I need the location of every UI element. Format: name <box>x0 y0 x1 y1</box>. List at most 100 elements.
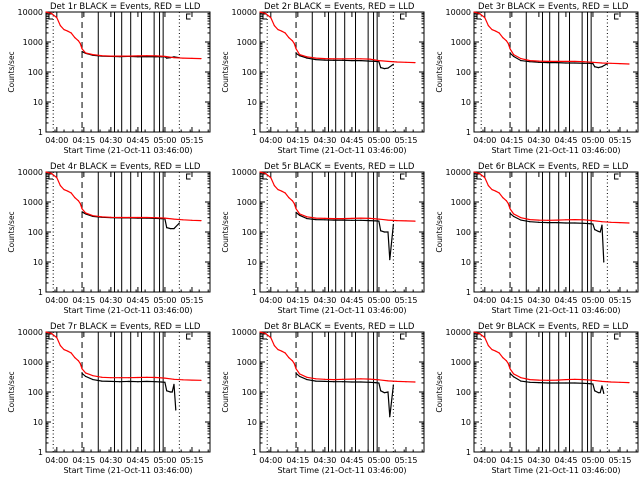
lld-data-point <box>85 212 87 214</box>
y-tick-label: 1000 <box>23 358 43 367</box>
lld-data-point <box>324 378 326 380</box>
lld-data-point <box>79 42 81 44</box>
lld-data-point <box>619 222 621 224</box>
events-data-point <box>333 219 335 221</box>
events-data-point <box>85 375 87 378</box>
y-tick-label: 100 <box>28 228 43 237</box>
lld-data-point <box>182 219 184 221</box>
lld-data-point <box>146 376 148 378</box>
lld-data-point <box>509 48 511 50</box>
events-data-point <box>146 380 148 383</box>
lld-data-point <box>414 62 416 64</box>
events-data-point <box>387 391 389 393</box>
lld-data-point <box>414 220 416 222</box>
lld-data-point <box>610 221 612 223</box>
y-axis-label: Counts/sec <box>7 51 16 92</box>
events-data-point <box>178 222 180 224</box>
events-data-point <box>351 59 353 62</box>
x-tick-label: 04:45 <box>554 296 577 305</box>
events-data-point <box>520 59 522 62</box>
events-data-point <box>81 211 83 213</box>
chart-title: Det 9r BLACK = Events, RED = LLD <box>478 322 629 332</box>
events-data-point <box>601 224 603 226</box>
legend-glyph <box>400 13 405 20</box>
lld-data-point <box>173 218 175 220</box>
chart-panel-6: Det 6r BLACK = Events, RED = LLD 1 10 100 10… <box>435 162 639 315</box>
lld-data-point <box>281 350 283 352</box>
lld-data-point <box>182 379 184 381</box>
events-data-point <box>169 227 171 230</box>
lld-data-point <box>487 25 490 27</box>
lld-data-point <box>538 60 540 62</box>
y-tick-label: 10 <box>33 418 43 427</box>
x-tick-label: 04:30 <box>99 456 122 465</box>
lld-data-point <box>583 378 585 381</box>
lld-data-point <box>387 219 389 221</box>
events-data-point <box>509 372 511 374</box>
plot-frame <box>259 171 425 293</box>
events-data-point <box>173 383 175 385</box>
lld-data-point <box>92 375 94 377</box>
events-data-point <box>378 382 380 384</box>
lld-data-point <box>284 192 286 194</box>
lld-data-point <box>315 378 317 380</box>
x-tick-label: 04:45 <box>554 136 577 145</box>
lld-data-point <box>315 57 317 59</box>
events-data-point <box>315 380 317 382</box>
events-data-point <box>92 378 94 381</box>
lld-data-point <box>306 216 308 218</box>
x-tick-label: 05:00 <box>367 136 390 145</box>
events-data-point <box>166 227 168 229</box>
lld-data-point <box>498 32 500 34</box>
lld-data-point <box>378 218 380 220</box>
lld-data-point <box>59 185 62 187</box>
events-data-point <box>556 62 558 64</box>
y-tick-label: 10000 <box>446 8 471 17</box>
lld-data-point <box>137 376 139 379</box>
lld-data-point <box>513 213 515 215</box>
lld-data-point <box>299 213 301 215</box>
lld-data-point <box>146 55 148 57</box>
lld-data-point <box>273 345 276 347</box>
lld-data-point <box>259 11 261 13</box>
lld-data-point <box>396 61 398 63</box>
events-data-point <box>342 219 344 221</box>
lld-data-point <box>259 171 261 173</box>
y-tick-label: 10 <box>33 98 43 107</box>
lld-data-point <box>56 177 58 179</box>
y-tick-label: 100 <box>242 388 257 397</box>
y-tick-label: 100 <box>242 68 257 77</box>
lld-data-point <box>270 337 272 339</box>
events-data-point <box>295 211 297 214</box>
lld-data-point <box>538 219 540 221</box>
legend-glyph <box>186 333 191 340</box>
lld-data-point <box>79 202 81 204</box>
y-tick-label: 100 <box>456 228 471 237</box>
lld-data-point <box>63 348 65 351</box>
lld-data-point <box>273 185 276 187</box>
events-data-point <box>392 63 394 65</box>
events-data-point <box>547 222 549 224</box>
y-axis-label: Counts/sec <box>221 211 230 252</box>
events-data-point <box>599 231 601 233</box>
lld-data-point <box>81 48 83 50</box>
events-data-point <box>128 380 130 383</box>
x-tick-label: 04:30 <box>313 136 336 145</box>
lld-data-point <box>592 379 594 381</box>
events-data-point <box>392 223 394 225</box>
y-tick-label: 10000 <box>446 168 471 177</box>
lld-data-point <box>74 357 76 359</box>
lld-data-point <box>360 58 362 60</box>
lld-data-point <box>342 58 344 60</box>
lld-data-point <box>574 378 576 380</box>
chart-panel-4: Det 4r BLACK = Events, RED = LLD 1 10 100 10… <box>7 162 211 315</box>
lld-data-point <box>351 378 353 380</box>
events-data-point <box>295 52 297 54</box>
lld-data-point <box>101 216 103 218</box>
lld-data-point <box>277 188 279 191</box>
chart-title: Det 7r BLACK = Events, RED = LLD <box>50 322 201 332</box>
lld-data-point <box>281 30 283 32</box>
lld-data-point <box>277 348 279 351</box>
legend-glyph <box>262 13 267 20</box>
lld-data-point <box>547 60 549 63</box>
